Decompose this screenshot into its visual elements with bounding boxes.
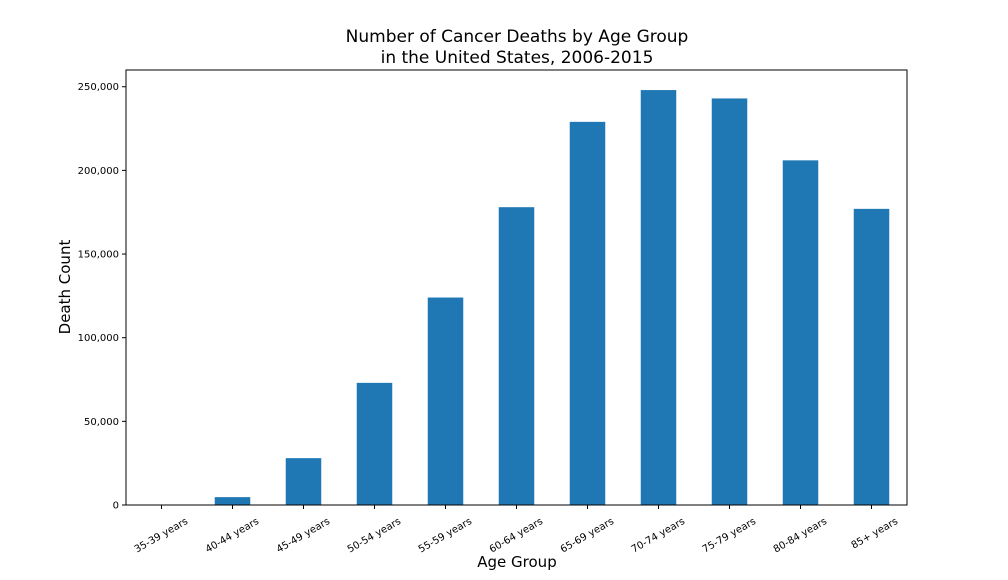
x-tick-label: 35-39 years: [133, 516, 190, 555]
chart-title-line-2: in the United States, 2006-2015: [381, 48, 654, 68]
x-tick-label: 45-49 years: [275, 516, 332, 555]
bar-85-years: [853, 208, 890, 505]
x-tick-label: 75-79 years: [701, 516, 758, 555]
plot-frame: [125, 69, 908, 506]
y-tick-label: 150,000: [78, 250, 119, 261]
bar-80-84-years: [782, 160, 819, 505]
x-tick-label: 80-84 years: [772, 516, 829, 555]
y-axis-ticks: 0 50,000 100,000 150,000 200,000 250,000: [78, 82, 126, 512]
x-tick-label: 55-59 years: [417, 516, 474, 555]
bar-70-74-years: [640, 90, 677, 506]
bar-60-64-years: [498, 207, 535, 505]
y-tick-label: 50,000: [84, 417, 119, 428]
y-tick-label: 0: [113, 501, 119, 512]
bar-75-79-years: [711, 98, 748, 505]
bars: [143, 90, 890, 506]
x-tick-label: 85+ years: [850, 516, 900, 551]
y-axis-label: Death Count: [56, 240, 74, 335]
x-tick-label: 40-44 years: [204, 516, 261, 555]
x-axis-ticks: 35-39 years 40-44 years 45-49 years 50-54 y…: [133, 505, 900, 555]
bar-45-49-years: [285, 458, 322, 505]
y-tick-label: 100,000: [78, 333, 119, 344]
bar-50-54-years: [356, 382, 393, 505]
bar-55-59-years: [427, 297, 464, 505]
x-tick-label: 70-74 years: [630, 516, 687, 555]
y-tick-label: 200,000: [78, 166, 119, 177]
x-tick-label: 50-54 years: [346, 516, 403, 555]
chart-title-line-1: Number of Cancer Deaths by Age Group: [346, 27, 689, 47]
y-tick-label: 250,000: [78, 82, 119, 93]
x-axis-label: Age Group: [477, 553, 556, 571]
bar-40-44-years: [214, 497, 251, 505]
x-tick-label: 60-64 years: [488, 516, 545, 555]
bar-65-69-years: [569, 121, 606, 505]
x-tick-label: 65-69 years: [559, 516, 616, 555]
